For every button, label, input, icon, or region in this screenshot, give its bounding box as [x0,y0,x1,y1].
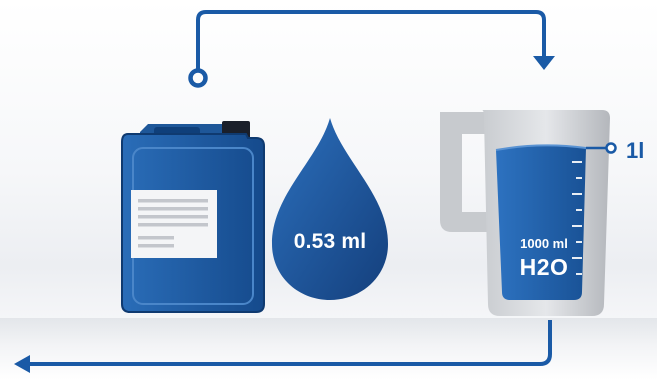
measuring-jug-icon [440,110,617,316]
droplet-icon [272,118,388,300]
arrow-top-icon [188,10,555,88]
beaker-content-label: H2O [519,254,569,280]
fill-marker-label: 1l [626,138,645,163]
droplet-volume-label: 0.53 ml [293,230,367,253]
beaker-volume-label: 1000 ml [520,236,568,251]
floor-shadow [0,318,657,380]
canister-icon [121,121,265,313]
arrow-bottom-icon [14,320,552,373]
